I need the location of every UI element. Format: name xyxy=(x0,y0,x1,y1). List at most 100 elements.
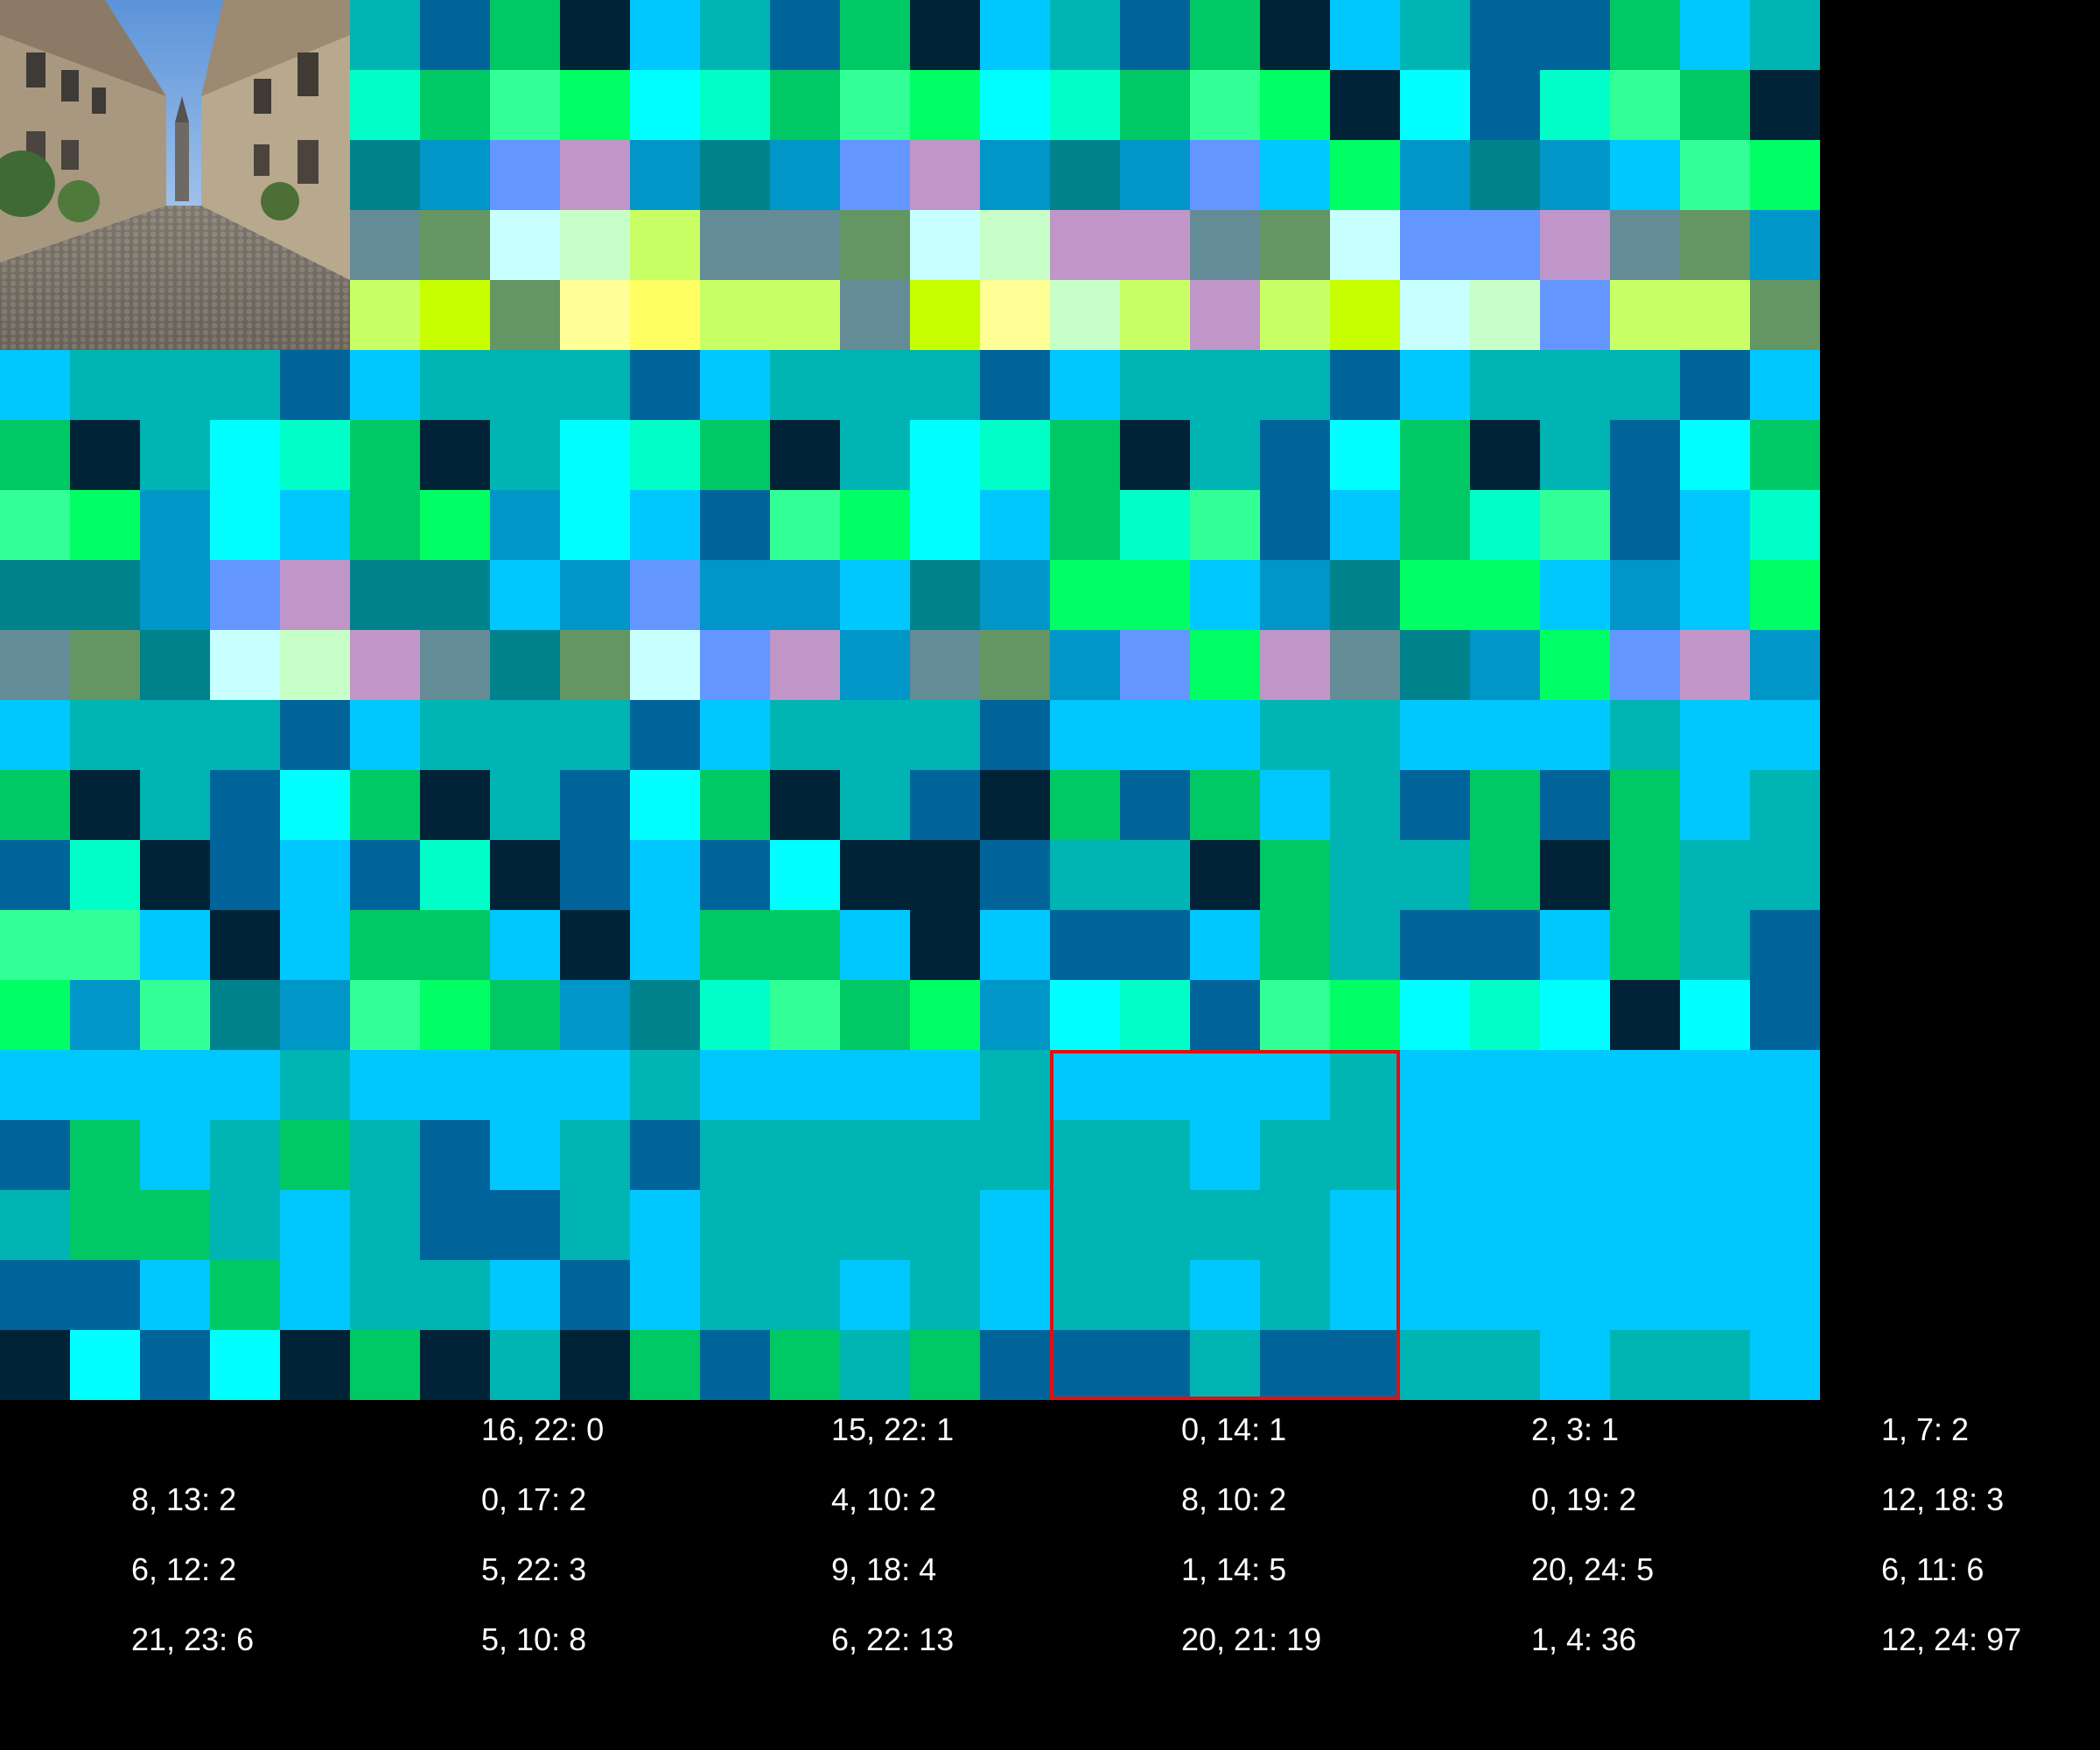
grid-tile xyxy=(1120,700,1190,770)
grid-tile xyxy=(1750,1330,1820,1400)
grid-tile xyxy=(70,910,140,980)
grid-tile xyxy=(1260,1120,1330,1190)
grid-tile xyxy=(1470,490,1540,560)
grid-tile xyxy=(350,630,420,700)
grid-tile xyxy=(980,350,1050,420)
grid-tile xyxy=(1750,420,1820,490)
grid-tile xyxy=(210,1260,280,1330)
grid-tile xyxy=(1330,1190,1400,1260)
grid-tile xyxy=(840,980,910,1050)
grid-tile xyxy=(1750,140,1820,210)
grid-tile xyxy=(0,630,70,700)
grid-tile xyxy=(560,840,630,910)
pair-count-label: 4, 10: 2 xyxy=(831,1481,937,1517)
grid-tile xyxy=(420,1260,490,1330)
grid-tile xyxy=(420,910,490,980)
grid-tile xyxy=(700,1330,770,1400)
grid-tile xyxy=(700,700,770,770)
grid-tile xyxy=(630,140,700,210)
grid-tile xyxy=(0,910,70,980)
grid-tile xyxy=(280,560,350,630)
pair-count-label: 1, 4: 36 xyxy=(1531,1621,1637,1657)
grid-tile xyxy=(980,490,1050,560)
grid-tile xyxy=(420,0,490,70)
grid-tile xyxy=(1680,70,1750,140)
grid-tile xyxy=(1680,420,1750,490)
grid-tile xyxy=(1260,490,1330,560)
grid-tile xyxy=(70,700,140,770)
grid-tile xyxy=(910,770,980,840)
grid-tile xyxy=(1190,140,1260,210)
grid-tile xyxy=(700,210,770,280)
grid-tile xyxy=(1050,210,1120,280)
pair-count-label: 8, 13: 2 xyxy=(131,1481,237,1517)
grid-tile xyxy=(420,980,490,1050)
grid-tile xyxy=(1120,1120,1190,1190)
grid-tile xyxy=(1540,1260,1610,1330)
grid-tile xyxy=(1750,280,1820,350)
grid-tile xyxy=(1610,210,1680,280)
grid-tile xyxy=(140,700,210,770)
grid-tile xyxy=(1330,140,1400,210)
grid-tile xyxy=(980,560,1050,630)
grid-tile xyxy=(490,910,560,980)
grid-tile xyxy=(280,1260,350,1330)
grid-tile xyxy=(1050,1050,1120,1120)
grid-tile xyxy=(490,280,560,350)
grid-tile xyxy=(1050,1120,1120,1190)
grid-tile xyxy=(770,350,840,420)
grid-tile xyxy=(1120,1050,1190,1120)
grid-tile xyxy=(280,1190,350,1260)
grid-tile xyxy=(0,700,70,770)
grid-tile xyxy=(700,1190,770,1260)
grid-tile xyxy=(1540,140,1610,210)
pair-count-label: 12, 18: 3 xyxy=(1881,1481,2005,1517)
grid-tile xyxy=(770,770,840,840)
grid-tile xyxy=(1540,490,1610,560)
grid-tile xyxy=(1540,280,1610,350)
grid-tile xyxy=(140,770,210,840)
grid-tile xyxy=(0,840,70,910)
grid-tile xyxy=(770,280,840,350)
grid-tile xyxy=(1610,280,1680,350)
grid-tile xyxy=(700,770,770,840)
grid-tile xyxy=(1120,0,1190,70)
grid-tile xyxy=(140,1050,210,1120)
grid-tile xyxy=(560,420,630,490)
grid-tile xyxy=(0,1190,70,1260)
pair-count-label: 16, 22: 0 xyxy=(481,1411,605,1447)
grid-tile xyxy=(1050,980,1120,1050)
grid-tile xyxy=(1260,840,1330,910)
grid-tile xyxy=(1400,280,1470,350)
grid-tile xyxy=(980,210,1050,280)
street-photo-thumbnail xyxy=(0,0,350,350)
pair-count-label: 1, 7: 2 xyxy=(1881,1411,1970,1447)
grid-tile xyxy=(70,1330,140,1400)
grid-tile xyxy=(1610,140,1680,210)
grid-tile xyxy=(420,1190,490,1260)
pair-count-label: 1, 14: 5 xyxy=(1181,1551,1287,1587)
grid-tile xyxy=(1050,70,1120,140)
grid-tile xyxy=(1330,350,1400,420)
grid-tile xyxy=(910,490,980,560)
grid-tile xyxy=(1610,350,1680,420)
grid-tile xyxy=(420,70,490,140)
grid-tile xyxy=(280,700,350,770)
grid-tile xyxy=(630,210,700,280)
grid-tile xyxy=(770,560,840,630)
grid-tile xyxy=(1750,70,1820,140)
grid-tile xyxy=(1050,350,1120,420)
grid-tile xyxy=(1330,700,1400,770)
grid-tile xyxy=(1680,700,1750,770)
grid-tile xyxy=(560,1330,630,1400)
grid-tile xyxy=(210,980,280,1050)
grid-tile xyxy=(1540,630,1610,700)
grid-tile xyxy=(1190,700,1260,770)
grid-tile xyxy=(1050,770,1120,840)
grid-tile xyxy=(980,70,1050,140)
grid-tile xyxy=(490,630,560,700)
grid-tile xyxy=(1610,490,1680,560)
grid-tile xyxy=(1540,210,1610,280)
grid-tile xyxy=(350,70,420,140)
grid-tile xyxy=(280,910,350,980)
